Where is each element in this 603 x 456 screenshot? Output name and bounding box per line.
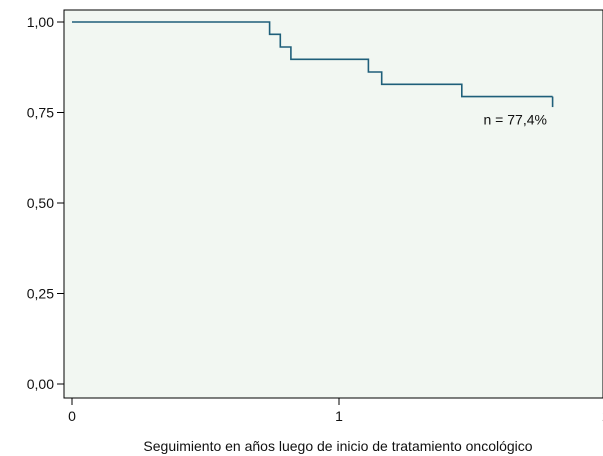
annotation-label: n = 77,4% — [484, 112, 547, 128]
y-tick-label: 0,50 — [27, 195, 54, 211]
x-axis-title: Seguimiento en años luego de inicio de t… — [143, 438, 532, 454]
x-tick-label: 1 — [335, 408, 343, 424]
plot-area-group — [63, 9, 603, 399]
labels-group: 0,000,250,500,751,00012Seguimiento en añ… — [27, 14, 603, 454]
series-line-0 — [72, 21, 553, 98]
y-tick-label: 1,00 — [27, 14, 54, 30]
plot-background — [63, 9, 603, 399]
x-tick-label: 0 — [68, 408, 76, 424]
y-tick-label: 0,00 — [27, 376, 54, 392]
y-tick-label: 0,75 — [27, 105, 54, 121]
y-tick-label: 0,25 — [27, 286, 54, 302]
survival-curve-group — [72, 21, 554, 108]
axes-group — [57, 21, 340, 405]
